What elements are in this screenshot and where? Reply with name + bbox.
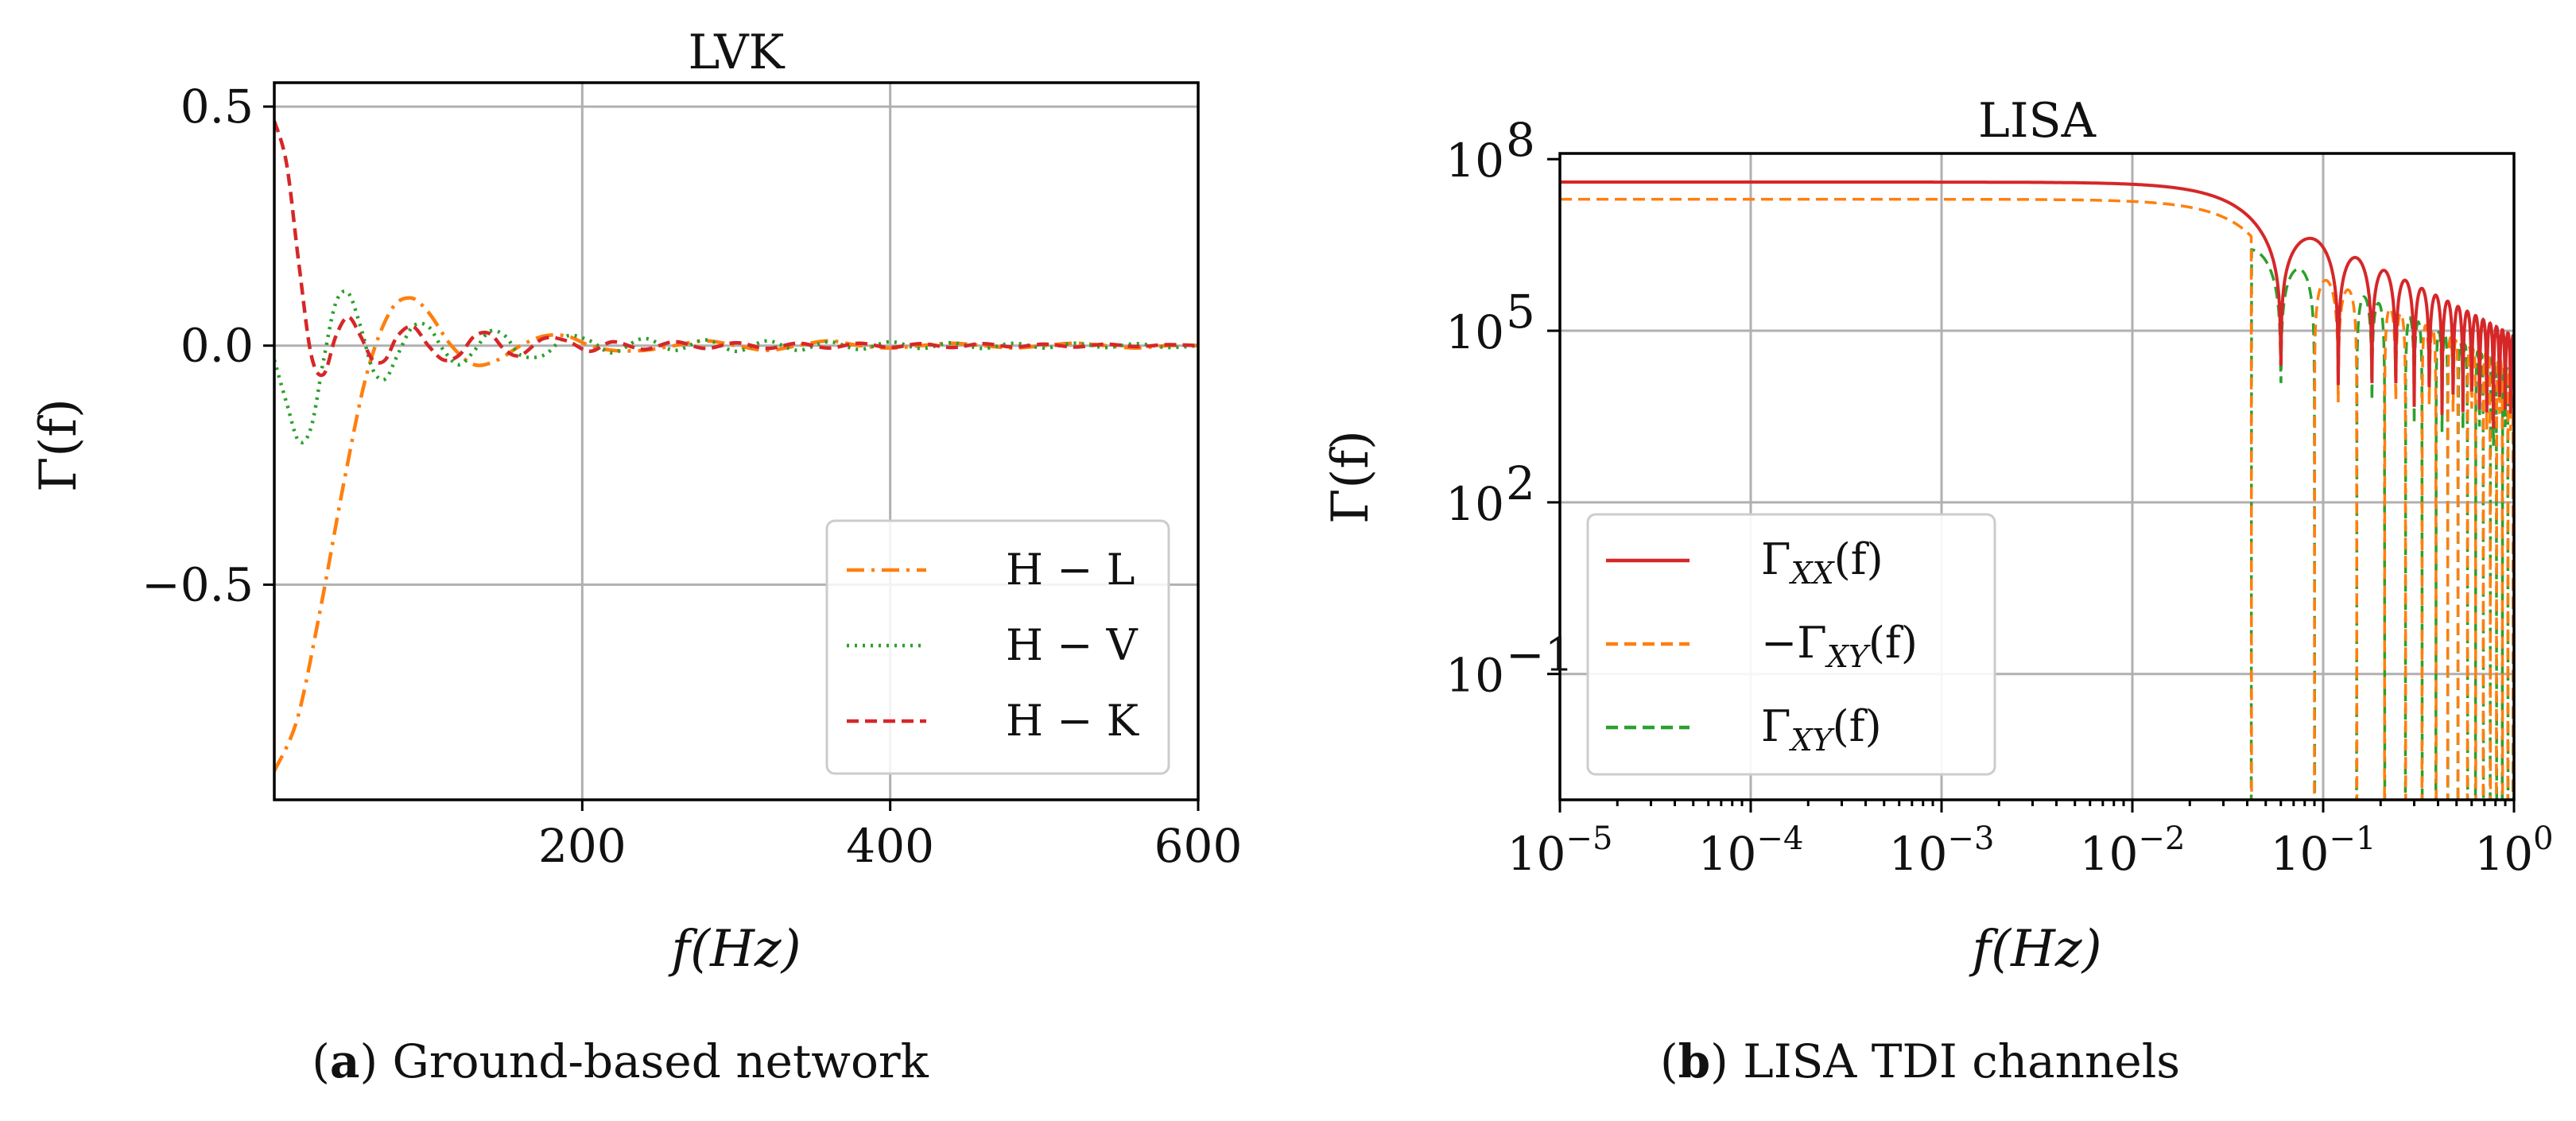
panel-a-caption-text: Ground-based network: [393, 1034, 929, 1088]
panel-b-legend-box: [1586, 513, 1996, 776]
panel-a-y-axis-label: Γ(f): [29, 398, 88, 492]
series-gamma-xx-line: [1560, 180, 2514, 429]
panel-b-y-tick-exponent: 5: [1506, 285, 1535, 339]
series-h-v-line: [274, 289, 1198, 444]
panel-a-title: LVK: [689, 25, 786, 80]
legend-gamma-xx-tail: (f): [1834, 534, 1884, 584]
legend-label-neg-gamma-xy: −ΓXY(f): [1761, 618, 1918, 674]
panel-a-x-tick-label: 400: [846, 819, 934, 873]
panel-a-legend-box: [825, 519, 1170, 775]
legend-gamma-xx-sub: XX: [1788, 556, 1835, 591]
panel-b-x-tick-label: 10−4: [1698, 820, 1804, 881]
panel-b-x-tick-label: 10−1: [2271, 820, 2376, 881]
legend-label-gamma-xx: ΓXX(f): [1761, 534, 1884, 591]
legend-label-h-v: H − V: [1006, 620, 1139, 670]
legend-gamma-xy-main: Γ: [1761, 701, 1790, 751]
panel-b-y-tick-label: 10: [1445, 649, 1504, 703]
series-neg-gamma-xy-line: [1560, 197, 2514, 800]
panel-b-caption: (b) LISA TDI channels: [1660, 1034, 2180, 1088]
panel-b-caption-label: b: [1678, 1034, 1711, 1088]
panel-b-y-tick-label: 10: [1445, 134, 1504, 188]
panel-a-series: [274, 120, 1198, 772]
series-h-k-line: [274, 120, 1198, 378]
panel-a-y-tick-label: 0.0: [180, 319, 254, 373]
panel-b-x-tick-label: 10−5: [1507, 820, 1613, 881]
panel-b-plot-frame: [1558, 152, 2516, 801]
panel-a-x-axis-label: f(Hz): [668, 920, 801, 979]
panel-a-x-tick-label: 200: [538, 819, 627, 873]
panel-b-title: LISA: [1978, 93, 2097, 149]
panel-a-caption-label: a: [330, 1034, 360, 1088]
legend-label-h-l: H − L: [1006, 545, 1135, 595]
panel-b-x-axis-label: f(Hz): [1969, 920, 2101, 979]
panel-a-caption: (a) Ground-based network: [312, 1034, 929, 1088]
panel-a-lvk: 200 400 600 0.5 0.0 −0.5 LVK f(Hz) Γ(f) H − L…: [29, 25, 1242, 1088]
panel-b-y-tick-label: 10: [1445, 477, 1504, 531]
legend-label-h-k: H − K: [1006, 696, 1140, 746]
panel-b-y-tick-label: 10: [1445, 305, 1504, 359]
panel-b-y-tick-exponent: −1: [1506, 628, 1574, 682]
panel-b-caption-text: LISA TDI channels: [1743, 1034, 2180, 1088]
legend-gamma-xx-main: Γ: [1761, 534, 1790, 584]
panel-b-y-tick-exponent: 8: [1506, 113, 1535, 167]
panel-a-y-tick-label: 0.5: [180, 80, 254, 134]
panel-a-legend: H − L H − V H − K: [825, 519, 1170, 775]
panel-a-x-tick-label: 600: [1154, 819, 1243, 873]
panel-b-x-tick-label: 100: [2474, 820, 2553, 881]
legend-gamma-xy-tail: (f): [1833, 701, 1882, 751]
legend-gamma-xy-sub: XY: [1788, 723, 1835, 758]
legend-neg-gamma-xy-main: −Γ: [1761, 618, 1827, 668]
panel-b-y-axis-label: Γ(f): [1321, 430, 1380, 524]
panel-a-y-tick-label: −0.5: [142, 557, 254, 611]
panel-b-legend: ΓXX(f) −ΓXY(f) ΓXY(f): [1586, 513, 1996, 776]
panel-b-x-tick-label: 10−2: [2080, 820, 2186, 881]
legend-neg-gamma-xy-tail: (f): [1868, 618, 1918, 668]
panel-b-series: [1560, 180, 2514, 800]
legend-label-gamma-xy: ΓXY(f): [1761, 701, 1882, 758]
panel-b-y-tick-exponent: 2: [1506, 456, 1535, 510]
legend-neg-gamma-xy-sub: XY: [1825, 639, 1872, 674]
panel-a-plot-frame: [273, 81, 1200, 801]
panel-b-x-tick-label: 10−3: [1889, 820, 1995, 881]
panel-a-ticks: 200 400 600 0.5 0.0 −0.5: [142, 80, 1242, 873]
